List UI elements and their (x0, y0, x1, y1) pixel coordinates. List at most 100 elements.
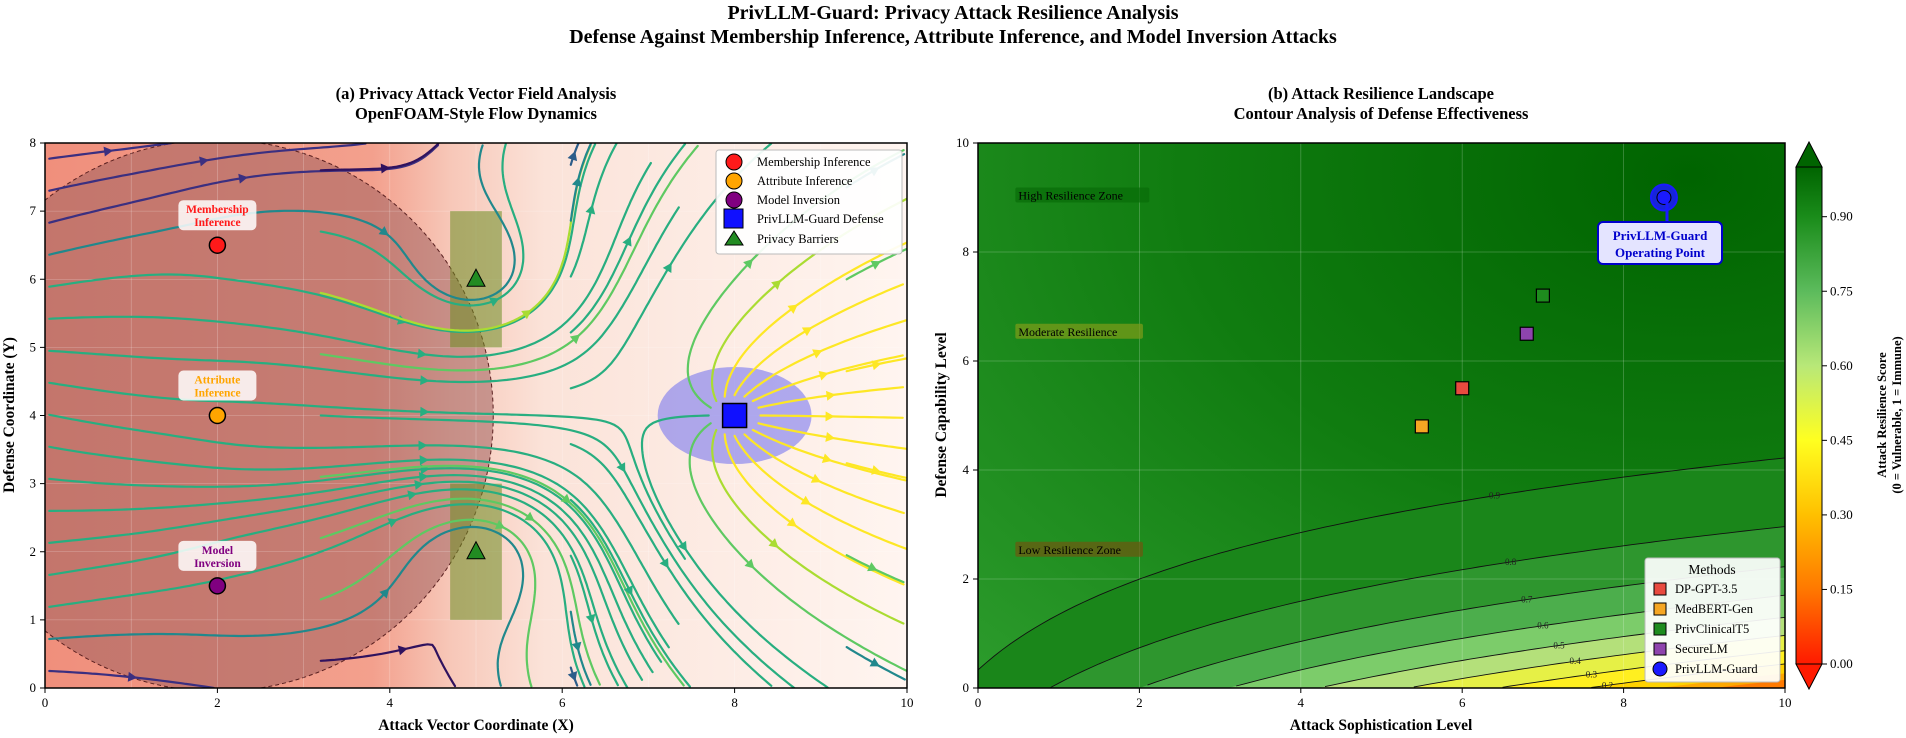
attack-label-box (178, 200, 257, 231)
contour-label: 0.5 (1553, 640, 1565, 650)
colorbar-ticks: 0.00 0.15 0.30 0.45 0.60 0.75 0.90 (1822, 209, 1853, 671)
resilience-band (978, 650, 1785, 688)
operating-point-box (1597, 221, 1723, 265)
streamline-arrow (103, 146, 114, 157)
contour-label: 0.4 (1570, 656, 1582, 666)
streamline-arrow (407, 490, 418, 501)
streamline-arrow (238, 173, 248, 184)
x-tick-label: 2 (214, 695, 221, 710)
colorbar-tick-label: 0.90 (1830, 209, 1853, 224)
legend-medbert-label: MedBERT-Gen (1675, 602, 1754, 616)
y-tick-label: 5 (30, 339, 37, 354)
x-tick-label: 0 (42, 695, 49, 710)
x-tick-label: 8 (1620, 695, 1627, 710)
operating-point-label-2: Operating Point (1615, 245, 1706, 260)
resilience-band-low (978, 673, 1785, 688)
streamline-arrow (420, 375, 430, 386)
zone-label: Moderate Resilience (1018, 325, 1117, 339)
zone-labels: High Resilience Zone Moderate Resilience L… (1015, 187, 1150, 557)
legend-dpgpt-label: DP-GPT-3.5 (1675, 582, 1737, 596)
streamline-arrow (662, 262, 672, 274)
resilience-bands (978, 457, 1785, 688)
y-tick-label: 3 (30, 476, 37, 491)
x-tick-label: 2 (1136, 695, 1143, 710)
streamline-arrow (397, 645, 408, 656)
colorbar-bar (1795, 166, 1823, 665)
panel-b-ticks: 0 2 4 6 8 10 0 2 4 6 8 10 (956, 135, 1792, 710)
attack-label-line1: Attribute (194, 375, 240, 387)
streamline-arrow (560, 493, 571, 504)
x-tick-label: 8 (731, 695, 738, 710)
panel-a-markers: MembershipInferenceAttributeInferenceMod… (178, 200, 748, 595)
privacy-barrier-marker (466, 268, 486, 287)
streamline-arrow (521, 309, 532, 320)
panel-b-ylabel: Defense Capability Level (933, 332, 950, 498)
streamline-arrow (818, 370, 829, 381)
contour-line (1050, 526, 1785, 688)
legend-membership-marker (725, 153, 743, 171)
attack-marker (208, 236, 227, 254)
streamline-arrow (417, 348, 427, 359)
zone-label-box (1015, 187, 1150, 203)
attack-label-line1: Model (202, 545, 233, 557)
streamline-arrow (810, 473, 822, 483)
panel-a-xlabel: Attack Vector Coordinate (X) (378, 717, 574, 734)
x-tick-label: 4 (1298, 695, 1305, 710)
streamline-arrow (825, 431, 836, 442)
x-tick-label: 4 (387, 695, 394, 710)
legend-barrier-label: Privacy Barriers (757, 232, 839, 246)
streamline-arrow (414, 479, 424, 490)
legend-defense-label: PrivLLM-Guard Defense (757, 212, 884, 226)
legend-attribute-label: Attribute Inference (757, 174, 853, 188)
panel-a-title: (a) Privacy Attack Vector Field Analysis (336, 84, 617, 103)
methods-legend-box (1644, 557, 1781, 683)
y-tick-label: 0 (963, 680, 970, 695)
contour-label: 0.3 (1586, 669, 1598, 679)
streamline-arrow (871, 465, 882, 475)
streamline-arrow (419, 455, 429, 466)
streamline-arrow (379, 588, 390, 599)
method-marker (1414, 419, 1429, 434)
streamline-arrow (771, 280, 782, 290)
legend-privllm-label: PrivLLM-Guard (1675, 662, 1758, 676)
y-tick-label: 6 (963, 353, 970, 368)
panel-a-legend: Membership Inference Attribute Inference… (715, 149, 903, 255)
attack-marker (208, 577, 227, 595)
streamline-arrow (387, 518, 398, 528)
streamline-arrow (744, 558, 755, 569)
streamline-arrow (418, 472, 429, 482)
contour-label: 0.9 (1489, 491, 1501, 501)
legend-privclinical-label: PrivClinicalT5 (1675, 622, 1749, 636)
streamline-arrow (378, 226, 389, 236)
threat-zone (45, 143, 494, 688)
x-tick-label: 6 (1459, 695, 1466, 710)
method-marker (1519, 326, 1534, 341)
streamline-arrow (812, 349, 823, 359)
streamline-arrow (489, 297, 500, 307)
method-markers (1414, 183, 1678, 434)
streamline-arrow (524, 511, 535, 522)
method-marker (1455, 381, 1470, 396)
zone-label: High Resilience Zone (1018, 189, 1123, 203)
y-tick-label: 8 (963, 244, 970, 259)
colorbar-tick-label: 0.60 (1830, 358, 1853, 373)
colorbar-tick-label: 0.30 (1830, 507, 1853, 522)
legend-privllm-marker (1652, 661, 1668, 677)
methods-legend-title: Methods (1688, 562, 1735, 577)
streamline-arrow (677, 540, 687, 552)
privacy-barrier-marker (466, 540, 486, 560)
y-tick-label: 8 (30, 135, 37, 150)
streamline-arrow (786, 517, 797, 527)
operating-point-annotation: PrivLLM-Guard Operating Point (1597, 198, 1723, 265)
panel-a-ticks: 0 2 4 6 8 10 0 1 2 3 4 5 6 7 8 (30, 135, 914, 710)
streamline-arrow (571, 641, 582, 652)
colorbar-bottom-extend (1795, 663, 1823, 691)
y-tick-label: 10 (956, 135, 969, 150)
attack-marker (208, 406, 227, 425)
y-tick-label: 4 (30, 408, 37, 423)
streamline-arrow (569, 334, 580, 345)
streamline-arrow (571, 176, 582, 187)
panel-b-title: (b) Attack Resilience Landscape (1268, 84, 1494, 103)
legend-medbert-marker (1653, 602, 1667, 616)
streamline-arrow (567, 151, 578, 162)
